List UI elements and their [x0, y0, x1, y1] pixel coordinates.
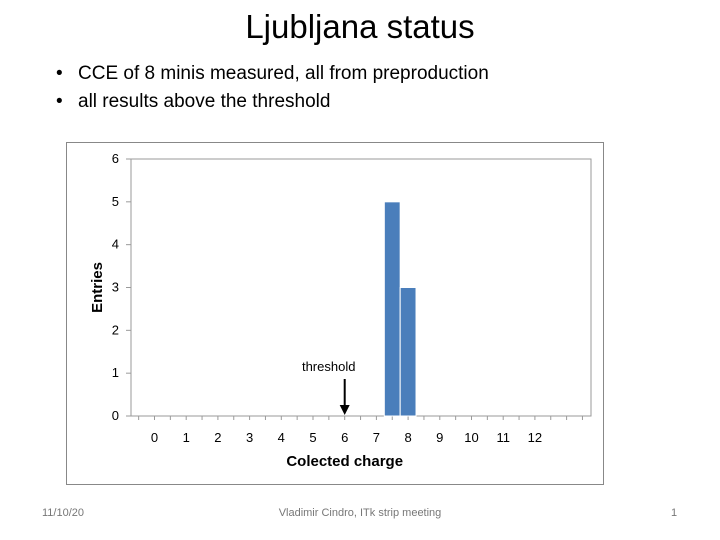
y-axis-label: Entries — [89, 262, 106, 313]
x-tick-label: 7 — [373, 430, 380, 445]
bullet-item: all results above the threshold — [56, 88, 489, 116]
threshold-label: threshold — [302, 359, 355, 374]
x-axis-label: Colected charge — [286, 453, 403, 470]
x-tick-label: 2 — [214, 430, 221, 445]
footer-presenter: Vladimir Cindro, ITk strip meeting — [278, 507, 442, 519]
y-tick-label: 3 — [112, 280, 119, 295]
y-tick-label: 1 — [112, 365, 119, 380]
x-tick-label: 6 — [341, 430, 348, 445]
footer-page-number: 1 — [671, 507, 678, 519]
bar — [399, 287, 417, 417]
y-tick-label: 5 — [112, 194, 119, 209]
bullet-item: CCE of 8 minis measured, all from prepro… — [56, 60, 489, 88]
x-tick-label: 11 — [496, 430, 510, 445]
x-tick-label: 9 — [436, 430, 443, 445]
threshold-arrowhead — [339, 405, 350, 415]
bar — [383, 201, 401, 417]
x-tick-label: 12 — [528, 430, 542, 445]
x-tick-label: 10 — [464, 430, 478, 445]
y-tick-label: 0 — [112, 408, 119, 423]
y-tick-label: 4 — [112, 237, 119, 252]
x-tick-label: 1 — [183, 430, 190, 445]
x-tick-label: 8 — [404, 430, 411, 445]
bullet-list: CCE of 8 minis measured, all from prepro… — [56, 60, 489, 116]
slide-title: Ljubljana status — [245, 8, 475, 45]
x-tick-label: 0 — [151, 430, 158, 445]
plot-area — [130, 158, 592, 417]
y-tick-label: 6 — [112, 151, 119, 166]
chart-frame: 0 1 2 3 4 5 6 0 1 2 3 4 5 6 7 8 9 10 11 12 Colected charge En… — [66, 142, 604, 485]
y-tick-label: 2 — [112, 322, 119, 337]
x-tick-label: 3 — [246, 430, 253, 445]
x-tick-label: 4 — [278, 430, 285, 445]
footer-date: 11/10/20 — [42, 507, 85, 519]
x-tick-label: 5 — [309, 430, 316, 445]
